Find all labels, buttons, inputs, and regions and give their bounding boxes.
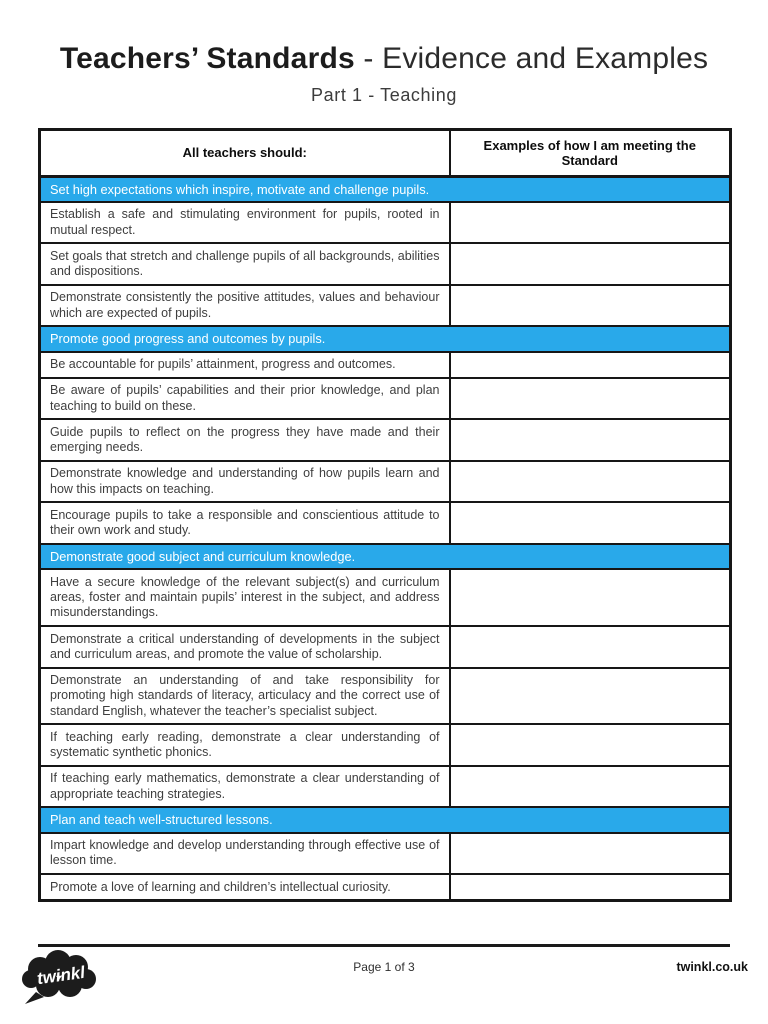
standard-text: If teaching early reading, demonstrate a… [38, 723, 451, 767]
standard-text: Demonstrate an understanding of and take… [38, 666, 451, 726]
standard-text: Establish a safe and stimulating environ… [38, 200, 451, 245]
table-row: Be accountable for pupils’ attainment, p… [38, 350, 732, 379]
footer-content: twinkl Page 1 of 3 twinkl.co.uk [0, 947, 768, 1011]
section-header-row: Plan and teach well-structured lessons. [38, 806, 732, 834]
page-subtitle: Part 1 - Teaching [311, 84, 457, 105]
table-row: Set goals that stretch and challenge pup… [38, 242, 732, 286]
section-header-row: Demonstrate good subject and curriculum … [38, 542, 732, 571]
twinkl-logo: twinkl [16, 948, 108, 1006]
page-title: Teachers’ Standards - Evidence and Examp… [0, 42, 768, 77]
table-row: If teaching early mathematics, demonstra… [38, 764, 732, 809]
evidence-cell [448, 418, 732, 462]
standards-table: All teachers should: Examples of how I a… [38, 127, 732, 903]
evidence-cell [448, 242, 732, 286]
table-row: Demonstrate knowledge and understanding … [38, 459, 732, 504]
standard-text: Be accountable for pupils’ attainment, p… [38, 350, 451, 379]
evidence-cell [448, 831, 732, 876]
twinkl-cloud-icon: twinkl [22, 950, 96, 1004]
section-header-row: Promote good progress and outcomes by pu… [38, 325, 732, 353]
evidence-cell [448, 666, 732, 726]
evidence-cell [448, 625, 732, 669]
standard-text: Be aware of pupils’ capabilities and the… [38, 376, 451, 421]
table-row: Have a secure knowledge of the relevant … [38, 568, 732, 628]
evidence-cell [448, 501, 732, 545]
standard-text: Encourage pupils to take a responsible a… [38, 501, 451, 545]
section-heading: Demonstrate good subject and curriculum … [38, 542, 732, 571]
table-row: Be aware of pupils’ capabilities and the… [38, 376, 732, 421]
table-row: Impart knowledge and develop understandi… [38, 831, 732, 876]
table-row: Demonstrate an understanding of and take… [38, 666, 732, 726]
evidence-cell [448, 283, 732, 328]
evidence-cell [448, 200, 732, 245]
column-header-examples: Examples of how I am meeting the Standar… [448, 128, 732, 178]
evidence-cell [448, 723, 732, 767]
document-footer: twinkl Page 1 of 3 twinkl.co.uk [0, 944, 768, 1011]
evidence-cell [448, 350, 732, 379]
table-row: Demonstrate consistently the positive at… [38, 283, 732, 328]
table-row: If teaching early reading, demonstrate a… [38, 723, 732, 767]
table-header-row: All teachers should: Examples of how I a… [38, 128, 732, 178]
section-heading: Set high expectations which inspire, mot… [38, 175, 732, 203]
page-indicator: Page 1 of 3 [353, 960, 415, 974]
section-header-row: Set high expectations which inspire, mot… [38, 175, 732, 203]
standard-text: Demonstrate a critical understanding of … [38, 625, 451, 669]
page-title-rest: - Evidence and Examples [354, 42, 709, 75]
section-heading: Promote good progress and outcomes by pu… [38, 325, 732, 353]
standard-text: Promote a love of learning and children’… [38, 873, 451, 902]
standard-text: Demonstrate knowledge and understanding … [38, 459, 451, 504]
standard-text: Guide pupils to reflect on the progress … [38, 418, 451, 462]
document-header: Teachers’ Standards - Evidence and Examp… [0, 0, 768, 106]
evidence-cell [448, 873, 732, 902]
standard-text: Have a secure knowledge of the relevant … [38, 568, 451, 628]
evidence-cell [448, 764, 732, 809]
evidence-cell [448, 568, 732, 628]
column-header-standards: All teachers should: [38, 128, 451, 178]
standard-text: Impart knowledge and develop understandi… [38, 831, 451, 876]
site-link: twinkl.co.uk [676, 960, 748, 974]
footer-divider [38, 944, 730, 947]
section-heading: Plan and teach well-structured lessons. [38, 806, 732, 834]
evidence-cell [448, 376, 732, 421]
table-row: Guide pupils to reflect on the progress … [38, 418, 732, 462]
evidence-cell [448, 459, 732, 504]
standard-text: Set goals that stretch and challenge pup… [38, 242, 451, 286]
standard-text: Demonstrate consistently the positive at… [38, 283, 451, 328]
table-row: Demonstrate a critical understanding of … [38, 625, 732, 669]
page-title-bold: Teachers’ Standards [59, 42, 355, 75]
table-row: Promote a love of learning and children’… [38, 873, 732, 902]
table-row: Encourage pupils to take a responsible a… [38, 501, 732, 545]
standard-text: If teaching early mathematics, demonstra… [38, 764, 451, 809]
table-row: Establish a safe and stimulating environ… [38, 200, 732, 245]
